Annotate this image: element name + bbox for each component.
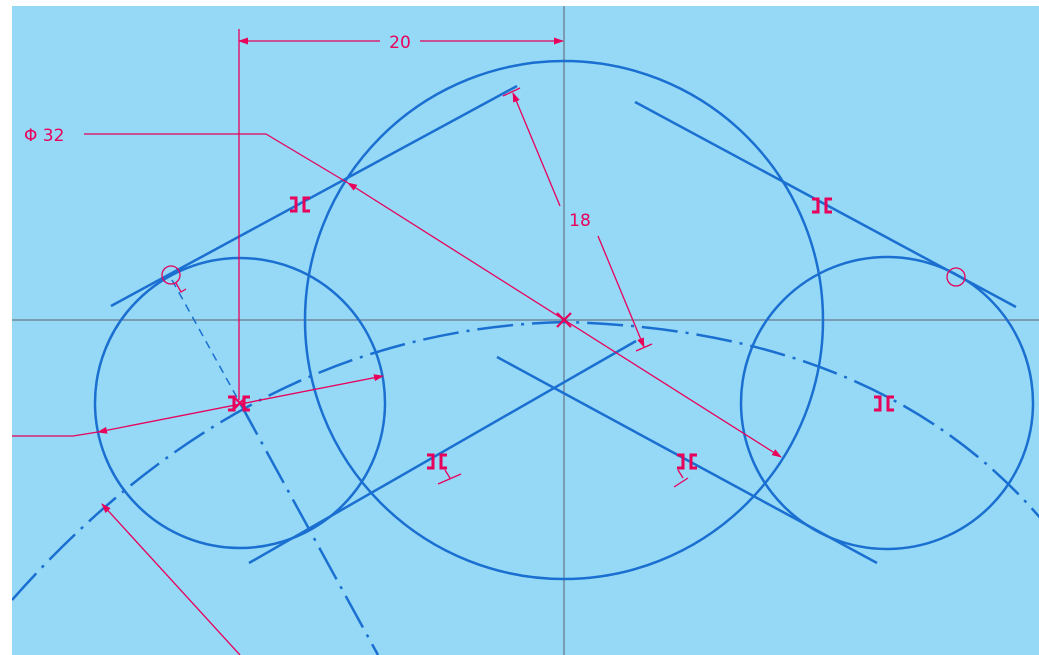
dimension-line-18-upper[interactable] — [512, 92, 561, 207]
sketch-background — [12, 6, 1039, 655]
diameter-leader-segment[interactable] — [265, 133, 349, 184]
tangent-point-marker-left[interactable] — [161, 265, 181, 285]
parallel-relation-icon[interactable] — [812, 197, 832, 214]
left-diameter-leader-segment[interactable] — [72, 431, 99, 437]
tick-bar-2 — [673, 477, 689, 488]
diameter-dimension-value[interactable]: Φ 32 — [24, 126, 64, 146]
tangent-point-marker-right[interactable] — [946, 267, 966, 287]
main-circle[interactable] — [303, 59, 825, 581]
center-point-icon[interactable] — [556, 312, 572, 328]
horizontal-dimension-value[interactable]: 20 — [389, 33, 411, 53]
perpendicular-mark-left — [175, 282, 187, 293]
tick-stem-1 — [444, 469, 451, 479]
parallel-relation-icon[interactable] — [290, 196, 310, 213]
radius-dimension-value[interactable]: 18 — [569, 211, 591, 231]
arc-radius-leader[interactable] — [101, 503, 241, 655]
parallel-relation-icon[interactable] — [874, 395, 894, 412]
construction-line-left[interactable] — [238, 402, 380, 655]
tick-bar-1 — [437, 473, 462, 485]
parallel-relation-icon[interactable] — [427, 453, 447, 470]
tick-stem-2 — [677, 469, 684, 479]
parallel-relation-icon[interactable] — [228, 395, 250, 412]
dimension-line-18-lower[interactable] — [597, 235, 645, 348]
parallel-relation-icon[interactable] — [677, 453, 697, 470]
extension-line-18-top — [502, 87, 521, 97]
